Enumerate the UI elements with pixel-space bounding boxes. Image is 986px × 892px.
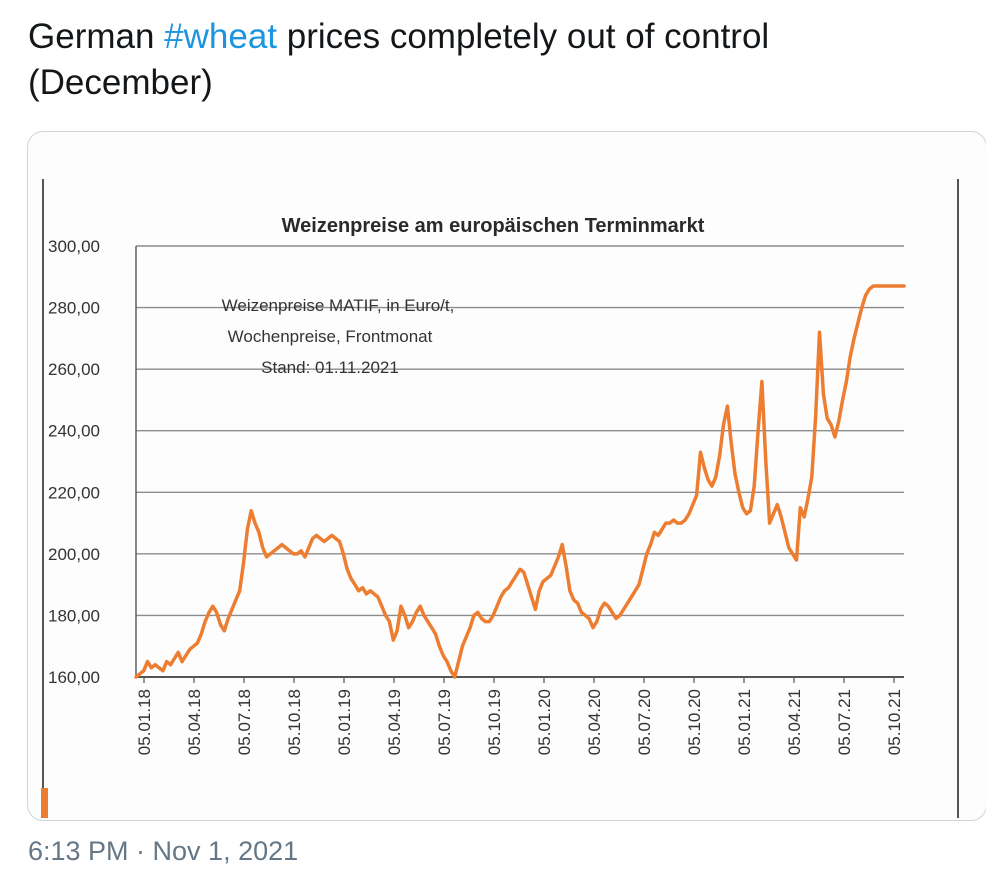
annotation-line-2: Wochenpreise, Frontmonat bbox=[228, 327, 433, 346]
bottom-left-marker bbox=[41, 788, 48, 818]
tweet-text: German #wheat prices completely out of c… bbox=[28, 14, 958, 106]
x-tick-label: 05.01.19 bbox=[335, 689, 354, 755]
y-tick-label: 220,00 bbox=[48, 483, 100, 502]
wheat-price-chart: 160,00 180,00 200,00 220,00 240,00 260,00 280,… bbox=[41, 179, 959, 818]
x-tick-label: 05.07.20 bbox=[635, 689, 654, 755]
x-tick-label: 05.10.19 bbox=[485, 689, 504, 755]
y-tick-label: 260,00 bbox=[48, 360, 100, 379]
y-tick-label: 240,00 bbox=[48, 422, 100, 441]
tweet-text-after: prices completely out of control (Decemb… bbox=[28, 17, 770, 102]
annotation-line-1: Weizenpreise MATIF, in Euro/t, bbox=[222, 296, 455, 315]
y-tick-label: 180,00 bbox=[48, 606, 100, 625]
x-tick-label: 05.01.18 bbox=[135, 689, 154, 755]
wheat-price-series-line bbox=[134, 284, 906, 679]
x-tick-label: 05.10.21 bbox=[885, 689, 904, 755]
x-tick-label: 05.01.20 bbox=[535, 689, 554, 755]
x-tick-label: 05.07.21 bbox=[835, 689, 854, 755]
x-tick-label: 05.04.21 bbox=[785, 689, 804, 755]
x-tick-label: 05.10.20 bbox=[685, 689, 704, 755]
x-tick-label: 05.04.19 bbox=[385, 689, 404, 755]
x-tick-label: 05.04.18 bbox=[185, 689, 204, 755]
x-tick-label: 05.04.20 bbox=[585, 689, 604, 755]
y-tick-label: 300,00 bbox=[48, 237, 100, 256]
y-tick-label: 280,00 bbox=[48, 299, 100, 318]
hashtag-link[interactable]: #wheat bbox=[164, 17, 278, 56]
x-tick-label: 05.07.18 bbox=[235, 689, 254, 755]
y-tick-label: 160,00 bbox=[48, 668, 100, 687]
y-axis-ticks: 160,00 180,00 200,00 220,00 240,00 260,00 280,… bbox=[48, 237, 100, 687]
x-axis-ticks: 05.01.18 05.04.18 05.07.18 05.10.18 05.01.19… bbox=[135, 677, 904, 755]
y-tick-label: 200,00 bbox=[48, 545, 100, 564]
chart-image-card[interactable]: 160,00 180,00 200,00 220,00 240,00 260,00 280,… bbox=[27, 131, 986, 821]
x-tick-label: 05.10.18 bbox=[285, 689, 304, 755]
annotation-line-3: Stand: 01.11.2021 bbox=[261, 358, 399, 377]
x-tick-label: 05.01.21 bbox=[735, 689, 754, 755]
tweet-timestamp[interactable]: 6:13 PM · Nov 1, 2021 bbox=[28, 836, 299, 866]
x-tick-label: 05.07.19 bbox=[435, 689, 454, 755]
chart-title: Weizenpreise am europäischen Terminmarkt bbox=[282, 215, 705, 237]
tweet-text-before: German bbox=[28, 17, 165, 56]
